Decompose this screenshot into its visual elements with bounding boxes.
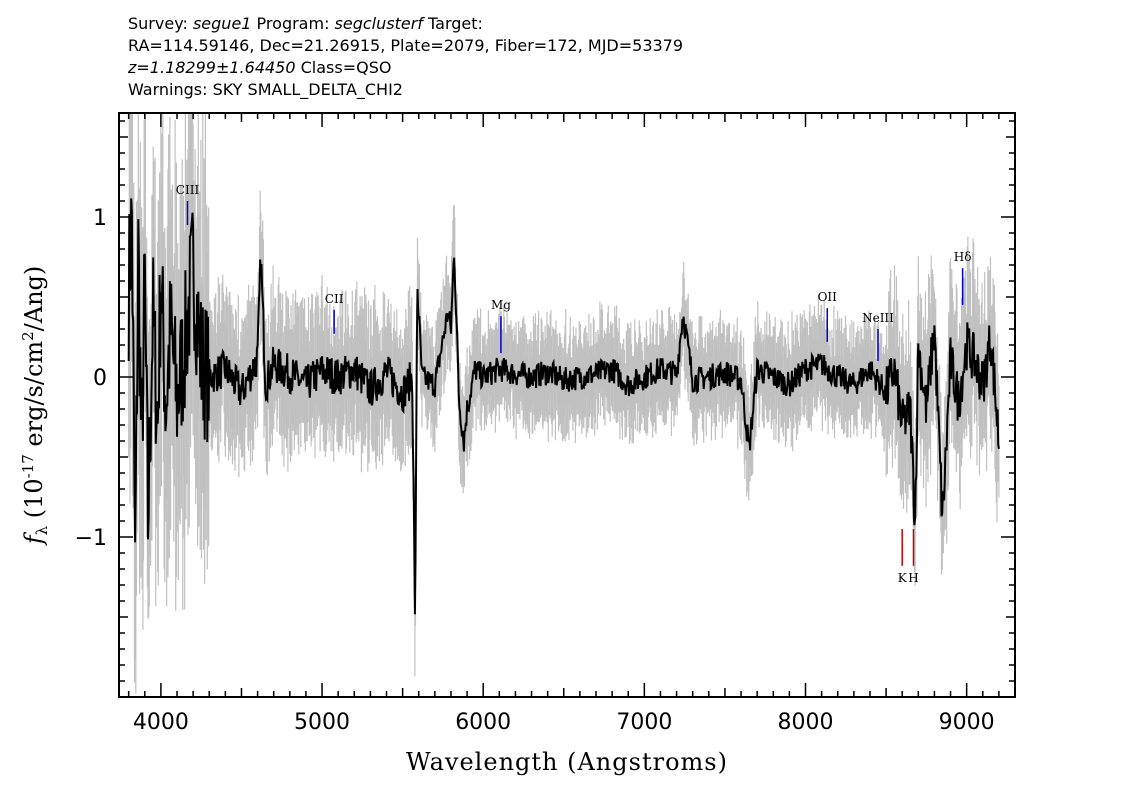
line-marker-label: CIII	[176, 183, 200, 197]
axis-ticks-layer: 4000 5000 6000 7000 8000 9000 1 0 −1	[75, 113, 1016, 735]
header-warnings-line: Warnings: SKY SMALL_DELTA_CHI2	[128, 80, 403, 99]
x-tick-label: 7000	[616, 710, 672, 735]
header-survey-line: Survey: segue1 Program: segclusterf Targ…	[128, 13, 683, 35]
y-tick-label: −1	[75, 526, 107, 551]
target-label: Target:	[422, 14, 483, 33]
header-coordinates-line: RA=114.59146, Dec=21.26915, Plate=2079, …	[128, 36, 684, 55]
line-marker-label: K	[898, 571, 908, 585]
class-value: Class=QSO	[295, 58, 392, 77]
y-tick-label: 0	[93, 366, 107, 391]
x-axis-label: Wavelength (Angstroms)	[406, 748, 728, 776]
x-tick-label: 6000	[455, 710, 511, 735]
line-marker-label: CII	[325, 292, 344, 306]
survey-value: segue1	[192, 14, 252, 33]
y-axis-label: fλ (10-17 erg/s/cm2/Ang)	[19, 266, 51, 547]
program-value: segclusterf	[334, 14, 423, 33]
header-redshift-line: z=1.18299±1.64450 Class=QSO	[128, 57, 683, 79]
flux-series-layer	[127, 198, 1000, 615]
flux-line	[127, 198, 1000, 615]
error-band-layer	[128, 113, 1000, 694]
survey-prefix: Survey:	[128, 14, 193, 33]
plot-frame	[118, 112, 1016, 698]
x-tick-label: 8000	[778, 710, 834, 735]
line-marker-label: NeIII	[862, 311, 894, 325]
line-marker-label: Mg	[491, 298, 511, 312]
line-marker-label: OII	[818, 290, 838, 304]
x-tick-label: 5000	[294, 710, 350, 735]
spectrum-header: Survey: segue1 Program: segclusterf Targ…	[128, 13, 683, 101]
line-marker-label: H	[908, 571, 918, 585]
program-prefix: Program:	[251, 14, 335, 33]
error-band	[128, 113, 1000, 694]
line-marker-layer: CIII CII Mg OII NeIII Hδ K H	[176, 183, 972, 585]
line-marker-label: Hδ	[954, 250, 972, 264]
y-tick-label: 1	[93, 206, 107, 231]
x-tick-label: 9000	[939, 710, 995, 735]
x-tick-label: 4000	[133, 710, 189, 735]
redshift-value: z=1.18299±1.64450	[128, 58, 296, 77]
